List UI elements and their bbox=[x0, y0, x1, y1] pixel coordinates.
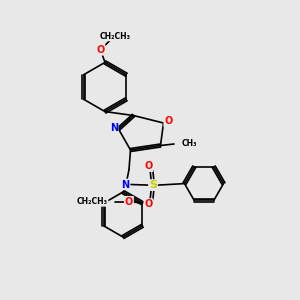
Text: O: O bbox=[144, 161, 153, 171]
Text: N: N bbox=[110, 123, 118, 134]
Text: S: S bbox=[149, 180, 157, 190]
Text: O: O bbox=[125, 197, 133, 207]
Text: CH₃: CH₃ bbox=[182, 139, 197, 148]
Text: CH₂CH₃: CH₂CH₃ bbox=[100, 32, 131, 41]
Text: N: N bbox=[121, 179, 130, 190]
Text: CH₂CH₃: CH₂CH₃ bbox=[77, 197, 108, 206]
Text: O: O bbox=[96, 45, 105, 55]
Text: O: O bbox=[144, 199, 153, 209]
Text: O: O bbox=[164, 116, 172, 127]
